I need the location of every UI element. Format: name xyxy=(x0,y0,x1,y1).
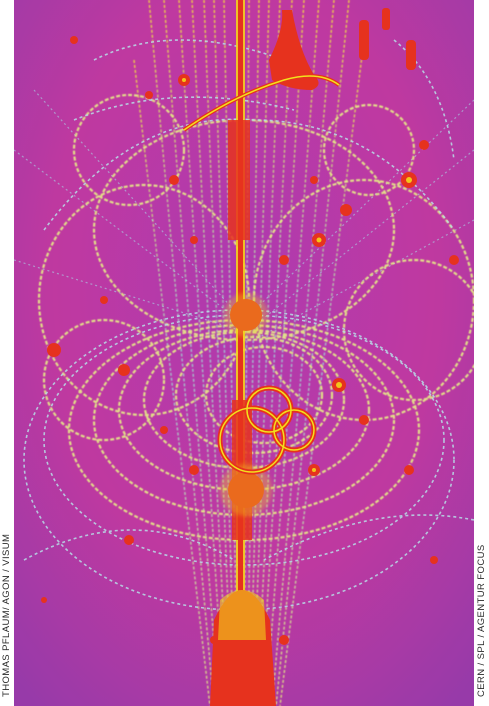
interaction-vertices xyxy=(220,293,272,516)
photo-credit-left-text: THOMAS PFLAUM/ AGON / VISUM xyxy=(1,533,12,697)
beam-tracks xyxy=(133,0,365,706)
top-hook-track xyxy=(182,10,341,132)
central-beam xyxy=(210,0,276,706)
photo-credit-right: CERN / SPL / AGENTUR FOCUS xyxy=(475,0,489,706)
red-ring-cluster-highlight xyxy=(219,387,315,473)
particle-tracks-image xyxy=(14,0,474,706)
bubble-chamber-photo xyxy=(14,0,474,706)
bubble-highlights xyxy=(182,78,412,472)
photo-credit-right-text: CERN / SPL / AGENTUR FOCUS xyxy=(476,543,487,697)
photo-credit-left: THOMAS PFLAUM/ AGON / VISUM xyxy=(0,0,14,706)
